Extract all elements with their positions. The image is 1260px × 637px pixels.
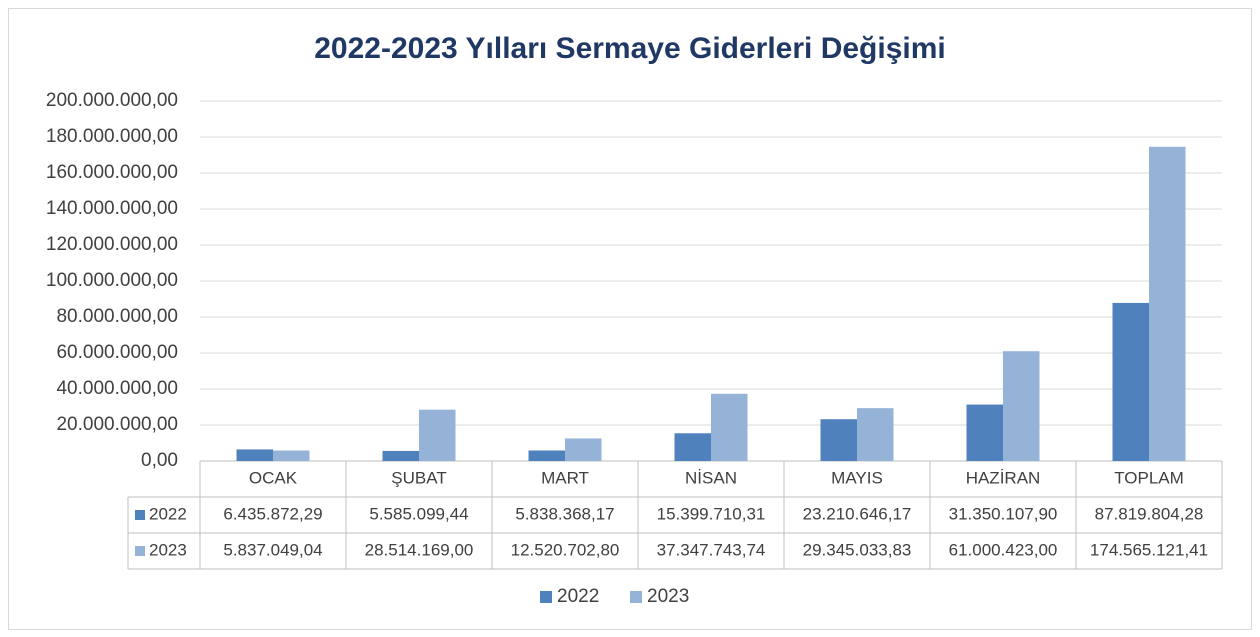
x-tick-label: MAYIS [831, 468, 883, 487]
y-tick-label: 180.000.000,00 [46, 126, 178, 147]
bar [419, 409, 456, 461]
y-tick-label: 140.000.000,00 [46, 198, 178, 219]
y-tick-label: 100.000.000,00 [46, 270, 178, 291]
bar [565, 438, 602, 461]
bar [1149, 146, 1186, 461]
legend-label: 2023 [647, 586, 689, 607]
chart-border [8, 8, 1252, 630]
table-legend-key [135, 546, 145, 556]
table-series-label: 2022 [149, 504, 187, 523]
x-tick-label: TOPLAM [1114, 468, 1184, 487]
table-value: 5.837.049,04 [223, 540, 322, 559]
table-value: 6.435.872,29 [223, 504, 322, 523]
x-tick-label: HAZİRAN [966, 468, 1041, 487]
bar [711, 393, 748, 461]
x-tick-label: NİSAN [685, 468, 737, 487]
y-tick-label: 120.000.000,00 [46, 234, 178, 255]
y-tick-label: 200.000.000,00 [46, 90, 178, 111]
bar [1112, 302, 1149, 461]
table-value: 29.345.033,83 [803, 540, 912, 559]
table-series-label: 2023 [149, 540, 187, 559]
bar [966, 404, 1003, 461]
y-tick-label: 0,00 [141, 450, 178, 471]
table-legend-key [135, 510, 145, 520]
legend-key [540, 591, 552, 603]
table-value: 12.520.702,80 [511, 540, 620, 559]
table-value: 61.000.423,00 [949, 540, 1058, 559]
bar [528, 450, 565, 461]
table-value: 174.565.121,41 [1090, 540, 1208, 559]
bar [820, 419, 857, 461]
legend-label: 2022 [557, 586, 599, 607]
table-value: 23.210.646,17 [803, 504, 912, 523]
x-tick-label: ŞUBAT [391, 468, 446, 487]
table-value: 87.819.804,28 [1095, 504, 1204, 523]
bar [674, 433, 711, 461]
bar [857, 408, 894, 461]
table-value: 28.514.169,00 [365, 540, 474, 559]
bar [273, 450, 310, 461]
chart-title: 2022-2023 Yılları Sermaye Giderleri Deği… [314, 32, 946, 65]
table-value: 37.347.743,74 [657, 540, 766, 559]
bar [382, 450, 419, 461]
y-tick-label: 40.000.000,00 [56, 378, 178, 399]
bar [236, 449, 273, 461]
y-tick-label: 160.000.000,00 [46, 162, 178, 183]
table-value: 31.350.107,90 [949, 504, 1058, 523]
bar [1003, 351, 1040, 461]
legend-key [630, 591, 642, 603]
y-tick-label: 20.000.000,00 [56, 414, 178, 435]
table-value: 5.585.099,44 [369, 504, 468, 523]
x-tick-label: MART [541, 468, 589, 487]
x-tick-label: OCAK [249, 468, 298, 487]
table-value: 5.838.368,17 [515, 504, 614, 523]
y-tick-label: 60.000.000,00 [56, 342, 178, 363]
y-tick-label: 80.000.000,00 [56, 306, 178, 327]
table-value: 15.399.710,31 [657, 504, 766, 523]
